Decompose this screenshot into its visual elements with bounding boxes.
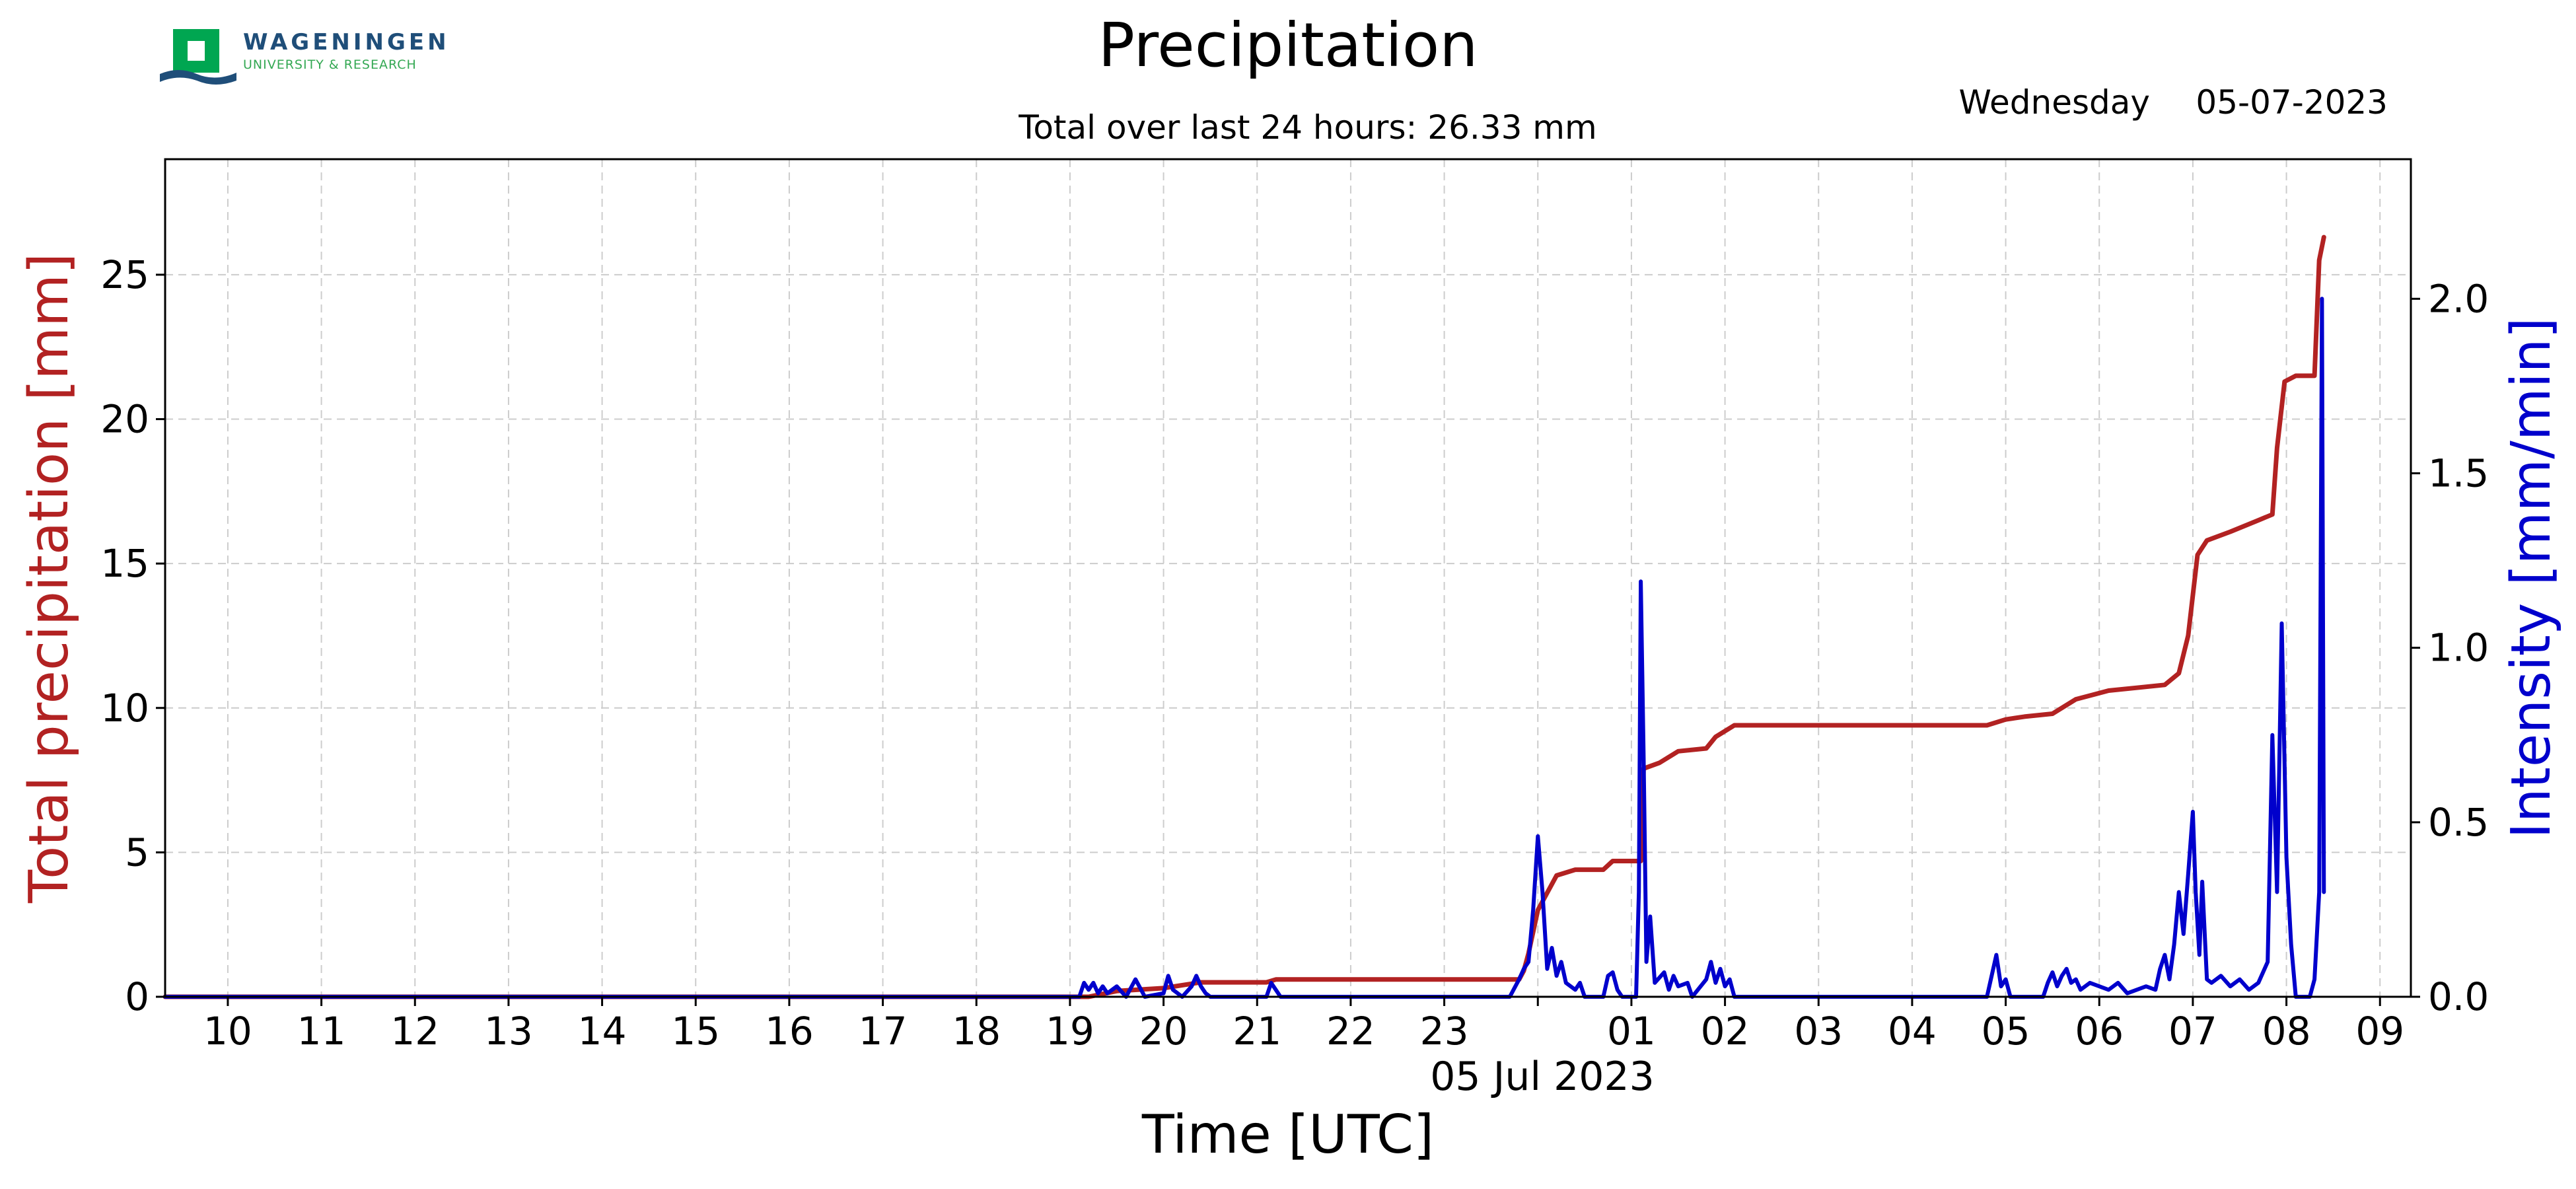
x-tick-label: 10 <box>203 1009 252 1054</box>
grid <box>165 159 2411 997</box>
x-tick-label: 01 <box>1607 1009 1656 1054</box>
x-tick-label: 17 <box>859 1009 908 1054</box>
x-tick-label: 03 <box>1794 1009 1843 1054</box>
x-tick-label: 02 <box>1701 1009 1750 1054</box>
y-right-tick-label: 0.0 <box>2428 974 2489 1019</box>
x-tick-label: 09 <box>2355 1009 2404 1054</box>
x-tick-label: 04 <box>1888 1009 1937 1054</box>
x-tick-label: 23 <box>1420 1009 1469 1054</box>
y-left-tick-label: 25 <box>100 252 149 297</box>
logo-name: WAGENINGEN <box>243 29 450 55</box>
y-right-tick-label: 2.0 <box>2428 276 2489 321</box>
x-tick-label: 20 <box>1139 1009 1188 1054</box>
x-tick-label: 21 <box>1233 1009 1281 1054</box>
plot-frame <box>164 158 2412 998</box>
chart-subtitle: Total over last 24 hours: 26.33 mm <box>1018 108 1596 147</box>
x-tick-label: 16 <box>765 1009 814 1054</box>
header-weekday: Wednesday <box>1959 83 2150 122</box>
x-date-label: 05 Jul 2023 <box>1430 1054 1655 1100</box>
wur-logo-mark-icon <box>160 29 236 85</box>
wur-logo: WAGENINGEN UNIVERSITY & RESEARCH <box>159 26 449 86</box>
x-tick-label: 08 <box>2262 1009 2311 1054</box>
y-right-tick-label: 1.0 <box>2428 626 2489 670</box>
y-right-tick-label: 1.5 <box>2428 451 2489 496</box>
series-line-total <box>162 234 2326 999</box>
x-tick-label: 12 <box>390 1009 439 1054</box>
x-tick-label: 05 <box>1982 1009 2030 1054</box>
header-date: 05-07-2023 <box>2196 83 2388 122</box>
y-left-axis-label: Total precipitation [mm] <box>18 253 81 904</box>
x-axis-label: Time [UTC] <box>1141 1104 1434 1165</box>
x-tick-label: 06 <box>2075 1009 2124 1054</box>
x-tick-label: 14 <box>578 1009 627 1054</box>
x-tick-label: 07 <box>2168 1009 2217 1054</box>
y-left-tick-label: 20 <box>100 397 149 442</box>
chart-title: Precipitation <box>1098 10 1478 81</box>
x-tick-label: 22 <box>1326 1009 1375 1054</box>
x-tick-label: 15 <box>671 1009 720 1054</box>
x-tick-label: 11 <box>297 1009 346 1054</box>
series-line-intensity <box>163 297 2326 999</box>
y-right-axis-label: Intensity [mm/min] <box>2500 318 2563 839</box>
y-left-tick-label: 5 <box>125 830 149 875</box>
y-left-tick-label: 15 <box>100 541 149 586</box>
logo-subtitle: UNIVERSITY & RESEARCH <box>243 57 417 72</box>
x-tick-label: 19 <box>1046 1009 1094 1054</box>
y-right-tick-label: 0.5 <box>2428 800 2489 845</box>
series-layer <box>162 234 2326 999</box>
x-tick-label: 13 <box>484 1009 533 1054</box>
x-tick-label: 18 <box>952 1009 1001 1054</box>
y-left-tick-label: 0 <box>125 974 149 1019</box>
axis-ticks: 10 11 12 13 14 15 16 17 18 19 20 21 22 23 01 02 03 04 05 06… <box>100 252 2489 1054</box>
y-left-tick-label: 10 <box>100 686 149 731</box>
